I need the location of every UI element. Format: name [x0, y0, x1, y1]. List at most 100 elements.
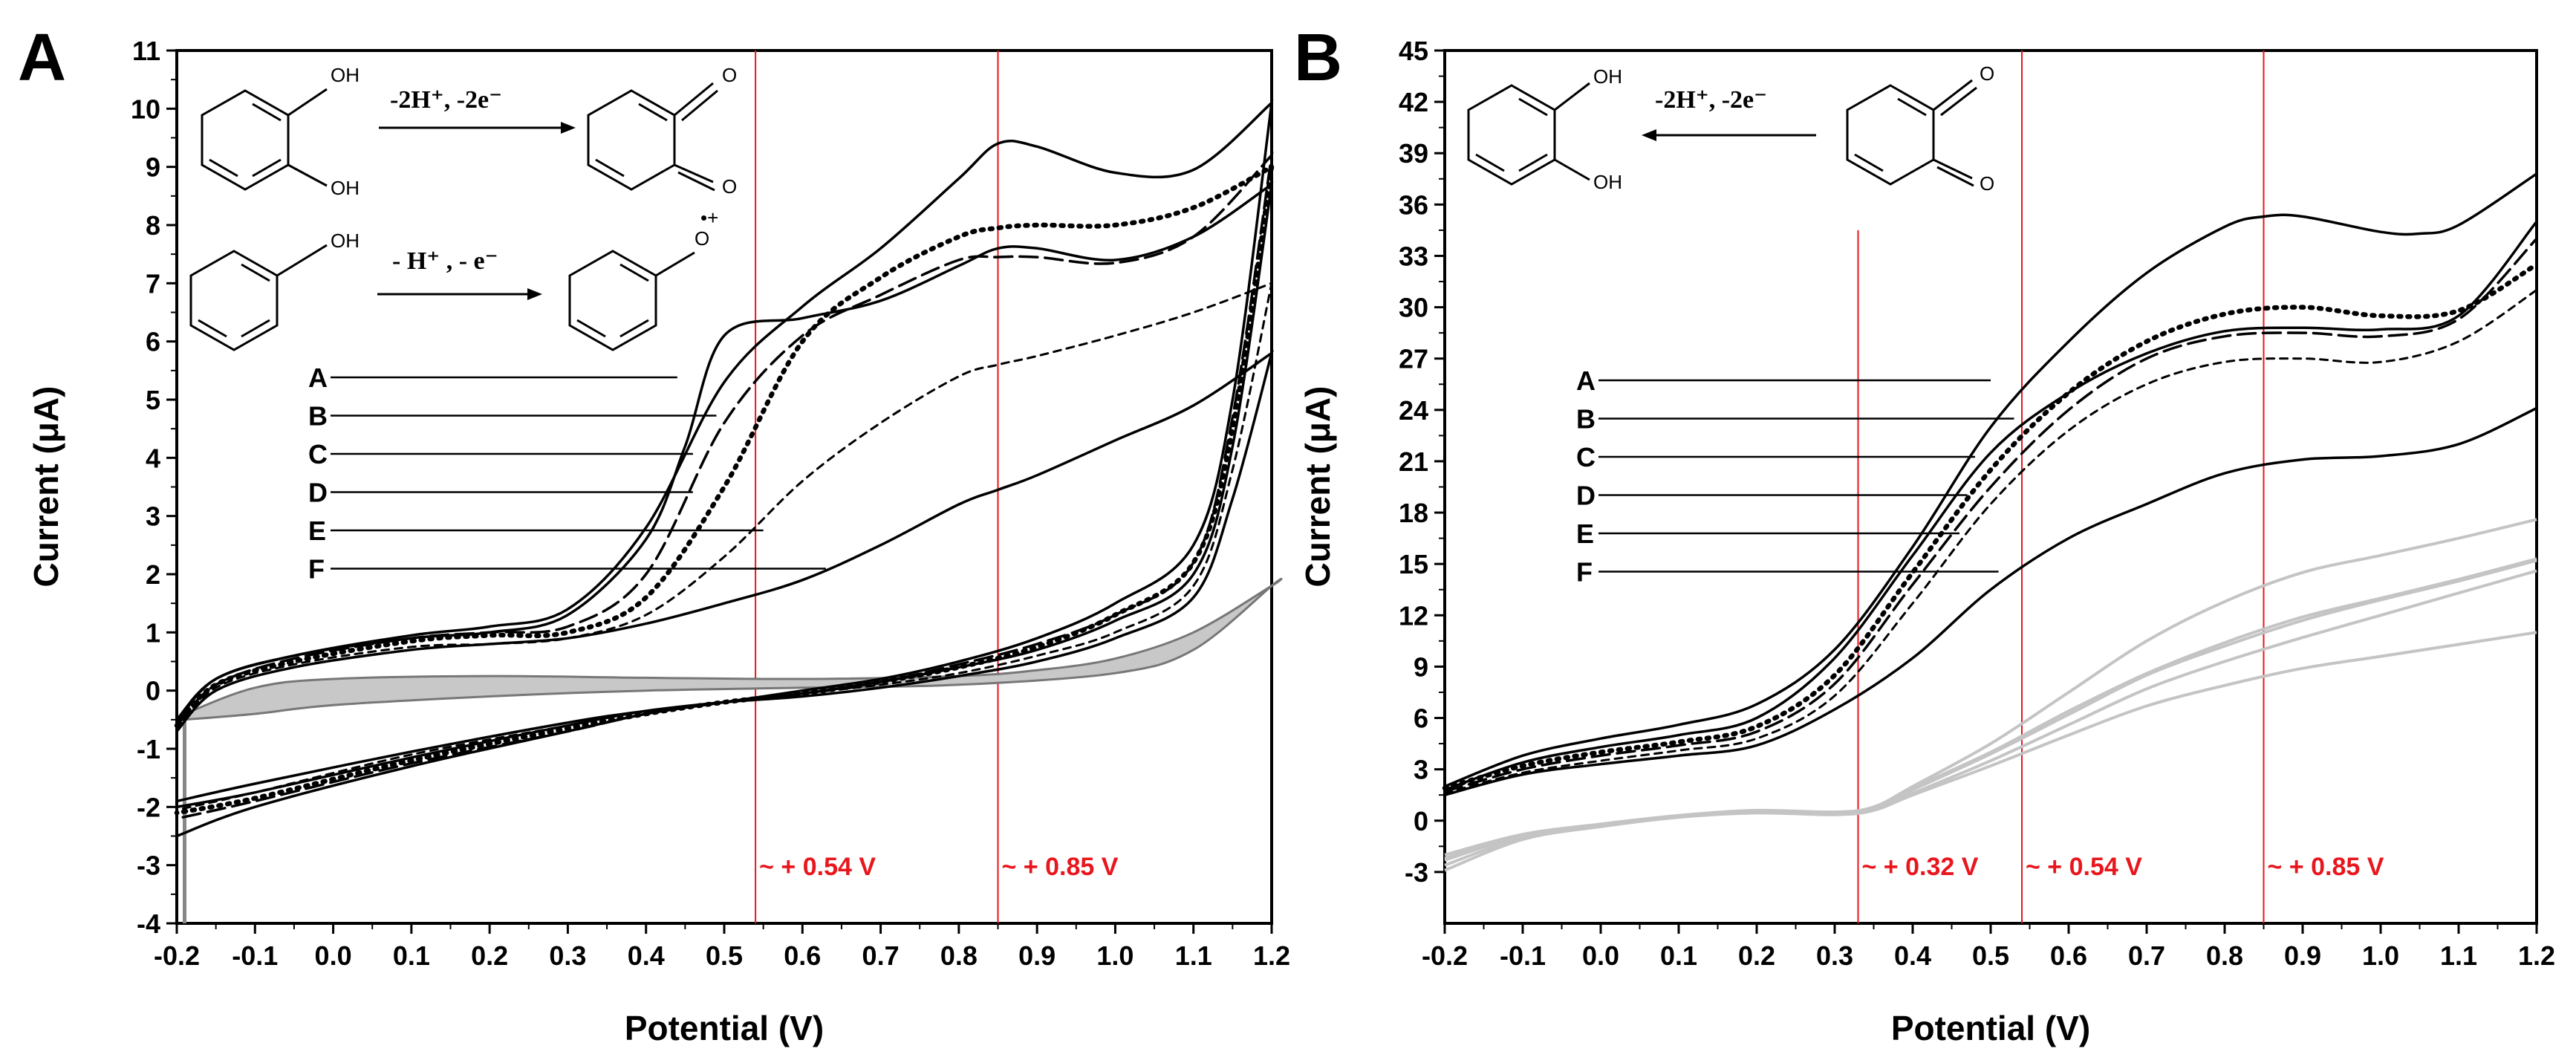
- panel-b-reaction-label: -2H⁺, -2e⁻: [1655, 86, 1767, 114]
- panel-b-x-tick-label: 0.7: [2128, 940, 2165, 971]
- panel-b-series-a-line: [1443, 172, 2538, 788]
- panel-b-grey-4-line: [1444, 631, 2537, 872]
- panel-a-axes: -0.2 -0.1 0.0 0.1 0.2 0.3 0.4 0.5 0.6 0.7 0.8 0.9 1.…: [131, 36, 1290, 971]
- panel-a-y-tick-label: -4: [137, 908, 160, 939]
- panel-b-y-tick-label: 9: [1414, 651, 1428, 682]
- quinone-b-o-top: O: [1980, 62, 1994, 85]
- panel-b-grey-5-line: [1444, 557, 2537, 860]
- panel-b-grey-3-line: [1444, 569, 2537, 867]
- catechol-b-oh-top: OH: [1593, 65, 1622, 88]
- panel-b-y-tick-label: 42: [1399, 87, 1428, 117]
- panel-a-y-tick-label: 6: [146, 327, 160, 357]
- panel-b-y-tick-label: 39: [1399, 138, 1428, 169]
- panel-b-y-tick-label: 27: [1399, 344, 1428, 374]
- panel-a-x-tick-label: -0.2: [154, 940, 200, 971]
- panel-b-reference-label: ~ + 0.85 V: [2268, 853, 2384, 881]
- panel-a-x-tick-label: 1.1: [1175, 940, 1212, 971]
- panel-a-y-tick-label: -3: [137, 851, 160, 881]
- panel-b-series-d-line: [1443, 237, 2538, 793]
- panel-b-x-tick-label: 0.0: [1582, 940, 1619, 971]
- panel-b-x-tick-label: 0.3: [1816, 940, 1853, 971]
- panel-b: B -0.2 -0.1 0.0 0.1 0.2 0.3 0.4 0.5 0.6 0.7 0.8 0.9…: [1294, 21, 2555, 1047]
- panel-b-series-b-line: [1443, 220, 2538, 792]
- panel-a-reference-label: ~ + 0.85 V: [1002, 853, 1119, 881]
- panel-a-y-tick-label: 0: [146, 676, 160, 706]
- quinone-a-o-top: O: [722, 64, 737, 86]
- panel-b-x-tick-label: 0.2: [1738, 940, 1775, 971]
- panel-a-x-tick-label: 1.0: [1096, 940, 1133, 971]
- panel-a-y-tick-label: 3: [146, 501, 160, 532]
- panel-a-series-d-line: [174, 162, 1275, 816]
- phenol-structure: [189, 244, 328, 351]
- panel-a-x-tick-label: 0.2: [471, 940, 508, 971]
- panel-a-curve-label-f: F: [308, 554, 325, 585]
- panel-a-label: A: [18, 21, 66, 95]
- panel-a-blank-curve: [183, 577, 1283, 923]
- panel-a-blank-area: [183, 577, 1283, 721]
- panel-a-curve-label-d: D: [308, 478, 328, 508]
- quinone-a-o-bottom: O: [722, 175, 737, 198]
- panel-a-x-tick-label: 0.1: [393, 940, 430, 971]
- panel-a-reaction-2-arrowhead: [527, 288, 542, 300]
- panel-b-x-tick-label: 1.2: [2518, 940, 2555, 971]
- panel-b-y-tick-label: -3: [1405, 857, 1428, 888]
- panel-b-x-tick-label: 0.4: [1894, 940, 1931, 971]
- panel-b-series-f-line: [1443, 406, 2538, 796]
- panel-b-reference-label: ~ + 0.54 V: [2026, 853, 2142, 881]
- catechol-b-oh-bottom: OH: [1593, 171, 1622, 193]
- quinone-structure-b: [1846, 79, 1977, 187]
- panel-a-y-tick-label: 2: [146, 559, 160, 590]
- panel-b-grey-1-line: [1444, 518, 2537, 856]
- panel-a-y-axis-title: Current (μA): [27, 386, 65, 588]
- panel-a-y-tick-label: 10: [131, 94, 160, 124]
- panel-b-series-c-line: [1442, 261, 2540, 791]
- panel-a-y-tick-label: 4: [146, 443, 160, 473]
- phenoxonium-o: O: [695, 227, 709, 250]
- panel-a-x-tick-label: 0.3: [549, 940, 586, 971]
- panel-a-reaction-1-arrowhead: [561, 122, 576, 134]
- panel-b-y-tick-label: 15: [1399, 549, 1428, 579]
- panel-b-y-tick-label: 24: [1399, 395, 1428, 426]
- panel-a: A -0.2 -0.1 0.0 0.1 0.2 0.3 0.4 0.5 0.6 0.7 0.8 0.9…: [18, 21, 1290, 1047]
- quinone-structure-a: [587, 82, 718, 192]
- panel-b-y-tick-label: 36: [1399, 189, 1428, 220]
- catechol-oh-top: OH: [331, 64, 360, 86]
- panel-b-reference-lines: ~ + 0.32 V ~ + 0.54 V ~ + 0.85 V: [1857, 51, 2384, 923]
- panel-b-y-tick-label: 33: [1399, 241, 1428, 271]
- catechol-structure-b: [1467, 82, 1590, 186]
- panel-b-grey-series: [1444, 518, 2537, 872]
- panel-a-x-tick-label: 0.0: [315, 940, 352, 971]
- panel-a-curve-label-a: A: [308, 363, 328, 393]
- panel-a-x-axis-title: Potential (V): [625, 1009, 824, 1047]
- panel-b-series: [1442, 172, 2540, 796]
- panel-a-y-tick-label: 8: [146, 210, 160, 241]
- panel-a-x-tick-label: 0.7: [862, 940, 900, 971]
- panel-a-y-tick-label: -2: [137, 792, 160, 822]
- panel-a-series-e-line: [175, 281, 1274, 811]
- panel-a-x-tick-label: 0.5: [706, 940, 743, 971]
- panel-b-y-axis-title: Current (μA): [1298, 386, 1337, 588]
- panel-b-x-tick-label: 0.5: [1972, 940, 2009, 971]
- panel-b-x-axis-title: Potential (V): [1891, 1009, 2090, 1047]
- panel-b-curve-label-a: A: [1576, 365, 1596, 396]
- panel-a-y-tick-label: 1: [146, 617, 160, 648]
- panel-a-y-tick-label: 9: [146, 152, 160, 183]
- panel-a-y-tick-label: 11: [132, 36, 160, 66]
- panel-b-grey-2-line: [1444, 559, 2537, 862]
- panel-a-series-a-line: [175, 100, 1274, 838]
- panel-a-x-tick-label: -0.1: [232, 940, 278, 971]
- panel-a-reference-lines: ~ + 0.54 V ~ + 0.85 V: [755, 51, 1119, 923]
- panel-a-reaction-1-label: -2H⁺, -2e⁻: [390, 86, 502, 114]
- panel-b-axes: -0.2 -0.1 0.0 0.1 0.2 0.3 0.4 0.5 0.6 0.7 0.8 0.9 1.…: [1399, 36, 2555, 971]
- panel-b-y-tick-label: 21: [1399, 446, 1428, 477]
- phenoxonium-structure: [568, 250, 695, 351]
- panel-b-curve-label-b: B: [1576, 404, 1596, 435]
- panel-b-curve-label-e: E: [1576, 519, 1594, 549]
- panel-b-x-tick-label: 1.0: [2362, 940, 2399, 971]
- radical-cation-mark: •+: [700, 207, 718, 229]
- panel-b-y-tick-label: 3: [1414, 755, 1428, 785]
- panel-a-series-f-line: [175, 350, 1274, 803]
- panel-a-x-tick-label: 1.2: [1253, 940, 1290, 971]
- panel-b-x-tick-label: 0.1: [1660, 940, 1697, 971]
- panel-a-x-tick-label: 0.8: [940, 940, 978, 971]
